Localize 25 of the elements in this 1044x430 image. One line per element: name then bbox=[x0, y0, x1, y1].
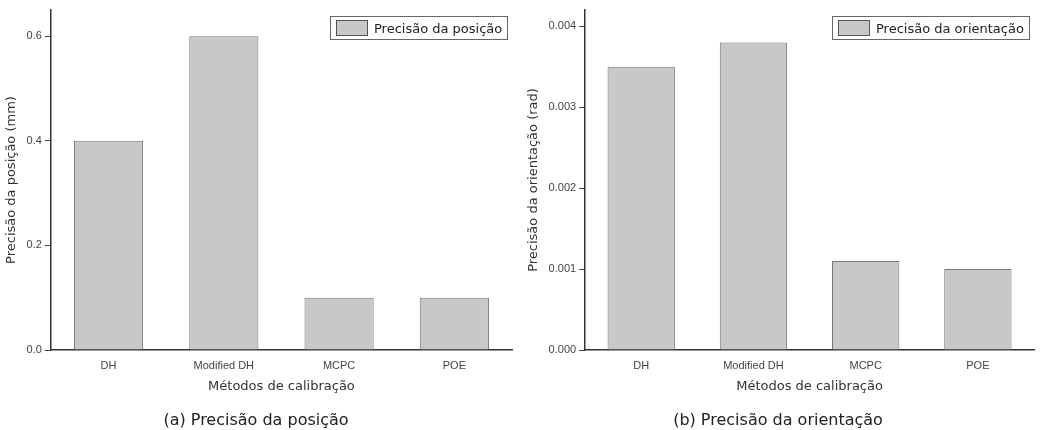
y-tick-label: 0.0 bbox=[26, 343, 42, 356]
y-tick-label: 0.001 bbox=[548, 262, 577, 275]
x-tick-label: Modified DH bbox=[193, 358, 255, 371]
legend-label: Precisão da posição bbox=[374, 20, 503, 36]
x-tick-label: POE bbox=[442, 358, 466, 371]
y-tick-label: 0.004 bbox=[548, 19, 577, 32]
y-tick-label: 0.002 bbox=[548, 181, 577, 194]
text: (b) Precisão da orientação bbox=[673, 409, 883, 429]
x-tick-label: MCPC bbox=[322, 358, 356, 371]
x-tick-label: Modified DH bbox=[723, 358, 784, 371]
x-axis-title: Métodos de calibração bbox=[208, 378, 355, 394]
y-tick-label: 0.2 bbox=[26, 238, 42, 251]
x-tick-label: DH bbox=[633, 358, 650, 371]
x-tick-label: MCPC bbox=[849, 358, 882, 371]
x-tick-label: DH bbox=[100, 358, 117, 371]
y-tick-label: 0.003 bbox=[548, 100, 577, 113]
x-axis-title: Métodos de calibração bbox=[736, 378, 883, 394]
legend-label: Precisão da orientação bbox=[876, 20, 1024, 36]
y-tick-label: 0.6 bbox=[26, 29, 42, 42]
y-axis-title: Precisão da orientação (rad) bbox=[525, 88, 541, 272]
y-tick-label: 0.000 bbox=[548, 343, 577, 356]
text: (a) Precisão da posição bbox=[163, 409, 349, 429]
y-tick-label: 0.4 bbox=[26, 133, 42, 146]
y-axis-title: Precisão da posição (mm) bbox=[3, 96, 19, 264]
x-tick-label: POE bbox=[966, 358, 990, 371]
